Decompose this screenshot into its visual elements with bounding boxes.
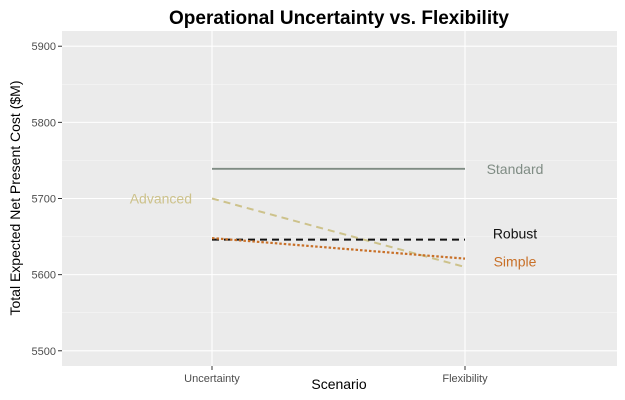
- series-label-standard: Standard: [487, 161, 544, 177]
- series-line-simple: [211, 236, 466, 260]
- y-axis-title: Total Expected Net Present Cost ($M): [7, 81, 23, 316]
- series-labels: Standard Advanced Robust Simple: [130, 161, 544, 270]
- x-tick-label: Uncertainty: [184, 373, 240, 385]
- x-axis-title: Scenario: [311, 376, 366, 392]
- series-label-simple: Simple: [494, 254, 537, 270]
- y-tick-label: 5600: [32, 270, 56, 282]
- x-tick-label: Flexibility: [442, 373, 488, 385]
- y-axis-ticks: 5500 5600 5700 5800 5900: [32, 41, 62, 358]
- y-tick-label: 5500: [32, 346, 56, 358]
- y-tick-label: 5800: [32, 117, 56, 129]
- series-lines: [211, 167, 466, 268]
- y-tick-label: 5900: [32, 41, 56, 53]
- chart-title: Operational Uncertainty vs. Flexibility: [169, 8, 509, 29]
- y-tick-label: 5700: [32, 194, 56, 206]
- series-label-robust: Robust: [493, 226, 537, 242]
- x-axis-ticks: Uncertainty Flexibility: [184, 366, 488, 385]
- series-label-advanced: Advanced: [130, 191, 192, 207]
